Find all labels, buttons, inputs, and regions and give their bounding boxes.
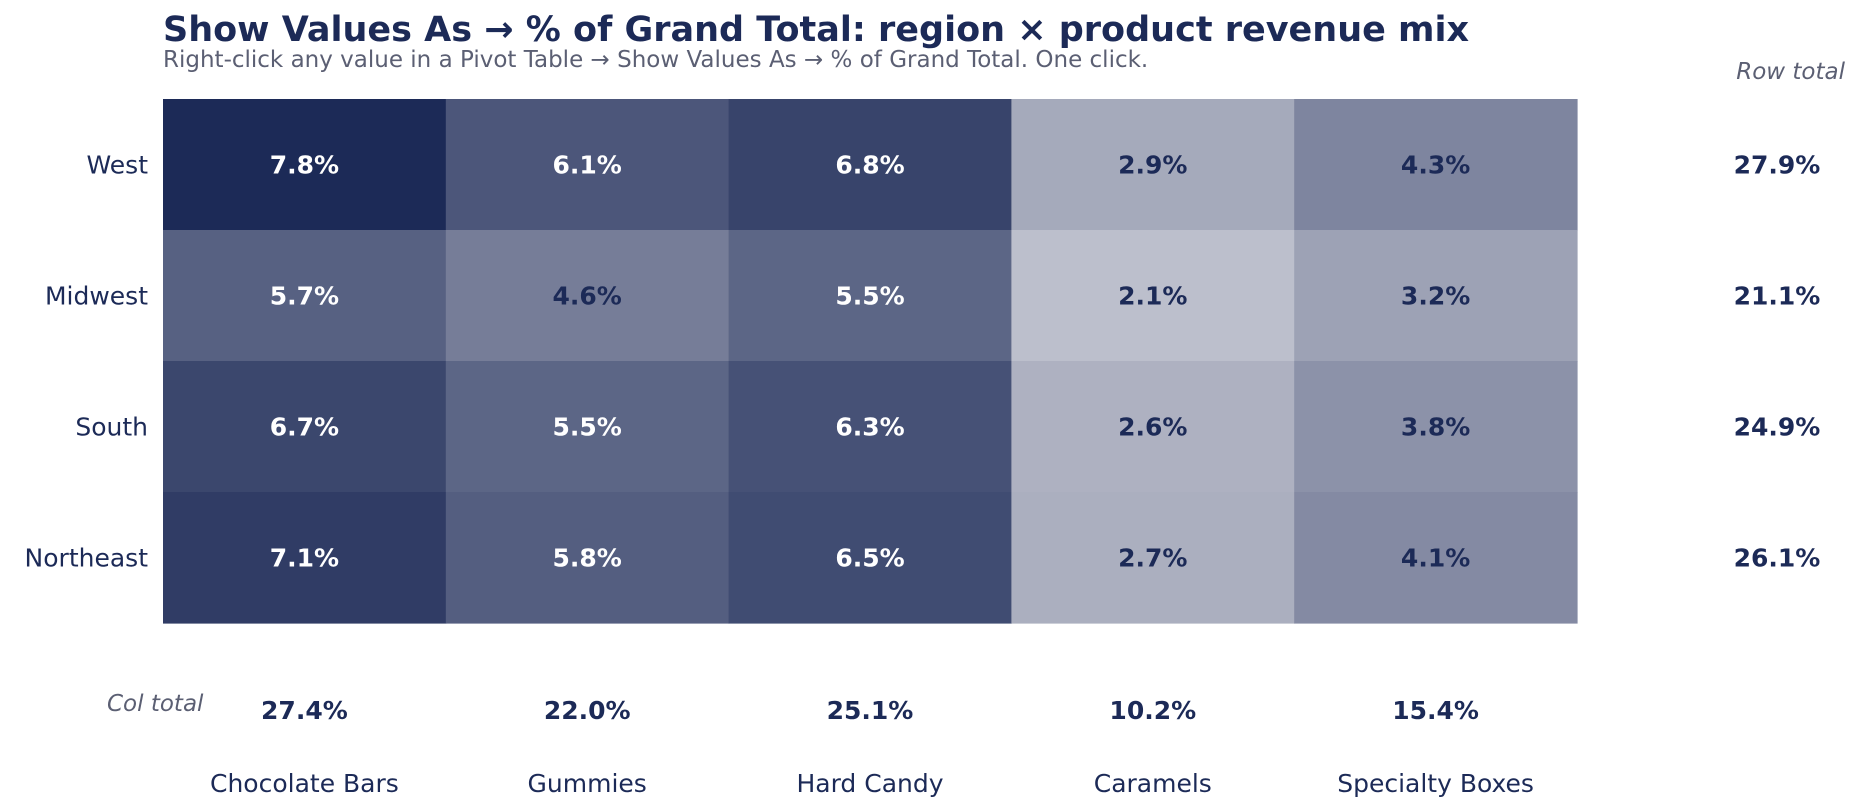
cell-value-label: 6.3% <box>835 413 904 442</box>
row-label: Midwest <box>45 282 148 311</box>
row-total-value: 26.1% <box>1734 544 1821 573</box>
cell-value-label: 3.2% <box>1401 282 1470 311</box>
heatmap-cell <box>163 230 447 362</box>
cell-value-label: 7.1% <box>270 544 339 573</box>
cell-value-label: 4.1% <box>1401 544 1470 573</box>
heatmap-cell <box>445 492 730 624</box>
column-label: Caramels <box>1094 769 1212 798</box>
heatmap-cell <box>728 361 1012 493</box>
cell-value-label: 7.8% <box>270 151 339 180</box>
heatmap-cell <box>445 361 730 493</box>
heatmap-cell <box>1011 99 1295 231</box>
heatmap-cell <box>163 99 447 231</box>
row-total-value: 24.9% <box>1734 413 1821 442</box>
heatmap-cell <box>163 492 447 624</box>
heatmap-cell <box>1294 230 1578 362</box>
heatmap-cell <box>445 230 730 362</box>
heatmap-cell <box>728 230 1012 362</box>
heatmap-cell <box>445 99 730 231</box>
row-label: South <box>75 413 148 442</box>
col-total-value: 22.0% <box>544 696 631 725</box>
column-label: Chocolate Bars <box>210 769 399 798</box>
cell-value-label: 6.1% <box>553 151 622 180</box>
row-label: West <box>87 151 149 180</box>
cell-value-label: 2.7% <box>1118 544 1187 573</box>
row-total-value: 21.1% <box>1734 282 1821 311</box>
heatmap-cell <box>1294 492 1578 624</box>
cell-value-label: 4.3% <box>1401 151 1470 180</box>
column-label: Hard Candy <box>796 769 943 798</box>
heatmap-cell <box>1011 361 1295 493</box>
heatmap-cell <box>1294 361 1578 493</box>
col-total-value: 10.2% <box>1109 696 1196 725</box>
chart-title: Show Values As → % of Grand Total: regio… <box>163 10 1470 50</box>
col-total-header: Col total <box>107 691 204 717</box>
cell-value-label: 2.9% <box>1118 151 1187 180</box>
col-total-value: 25.1% <box>827 696 914 725</box>
cell-value-label: 6.8% <box>835 151 904 180</box>
cell-value-label: 5.5% <box>553 413 622 442</box>
heatmap-cell <box>1294 99 1578 231</box>
cell-value-label: 6.5% <box>835 544 904 573</box>
heatmap-cell <box>728 99 1012 231</box>
row-total-header: Row total <box>1736 59 1845 85</box>
heatmap-cell <box>1011 492 1295 624</box>
cell-value-label: 5.7% <box>270 282 339 311</box>
cell-value-label: 2.1% <box>1118 282 1187 311</box>
heatmap-cell <box>728 492 1012 624</box>
heatmap-cell <box>163 361 447 493</box>
col-total-value: 15.4% <box>1392 696 1479 725</box>
cell-value-label: 5.8% <box>553 544 622 573</box>
col-total-value: 27.4% <box>261 696 348 725</box>
row-total-value: 27.9% <box>1734 151 1821 180</box>
cell-value-label: 3.8% <box>1401 413 1470 442</box>
row-label: Northeast <box>25 544 149 573</box>
cell-value-label: 2.6% <box>1118 413 1187 442</box>
chart-subtitle: Right-click any value in a Pivot Table →… <box>163 47 1149 73</box>
cell-value-label: 4.6% <box>553 282 622 311</box>
column-label: Specialty Boxes <box>1337 769 1534 798</box>
cell-value-label: 5.5% <box>835 282 904 311</box>
heatmap-cell <box>1011 230 1295 362</box>
column-label: Gummies <box>528 769 647 798</box>
cell-value-label: 6.7% <box>270 413 339 442</box>
